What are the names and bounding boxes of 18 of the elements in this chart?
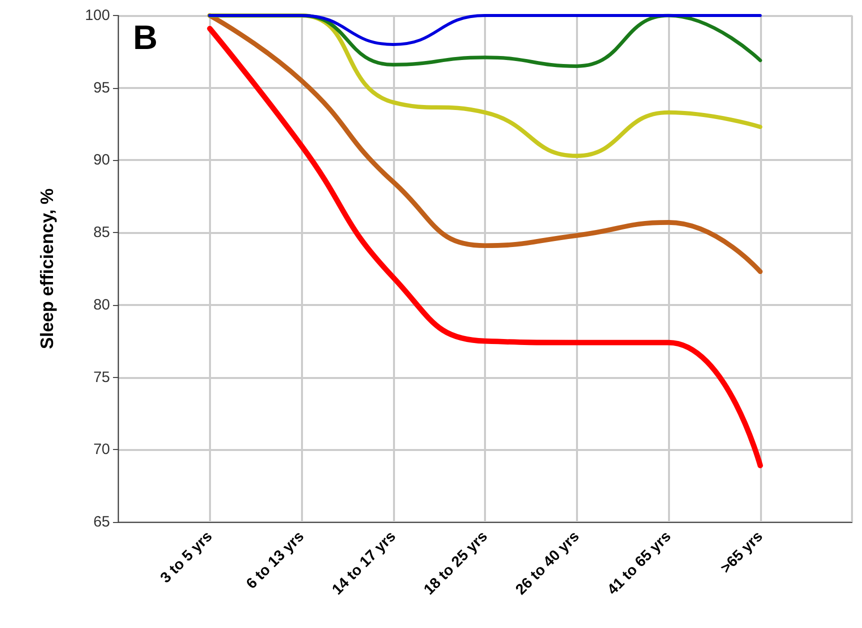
- y-tick-label: 95: [93, 79, 110, 96]
- y-tick-label: 65: [93, 514, 110, 530]
- y-tick-label: 70: [93, 441, 110, 458]
- x-tick-label: 26 to 40 yrs: [512, 528, 583, 598]
- y-tick-label: 100: [84, 7, 110, 24]
- x-tick-label: 6 to 13 yrs: [243, 528, 308, 592]
- x-tick-label: 14 to 17 yrs: [328, 528, 400, 598]
- y-tick-label: 80: [93, 296, 110, 314]
- y-tick-label: 85: [93, 224, 110, 242]
- x-tick-label: 41 to 65 yrs: [604, 528, 675, 598]
- y-axis-title: Sleep efficiency, %: [37, 188, 57, 350]
- x-tick-label: 3 to 5 yrs: [157, 528, 216, 587]
- y-tick-label: 90: [93, 152, 110, 169]
- x-tick-label: 18 to 25 yrs: [420, 528, 492, 598]
- x-tick-label: >65 yrs: [717, 528, 766, 577]
- line-series: [207, 13, 763, 274]
- y-tick-label: 75: [93, 368, 110, 386]
- chart-title: B: [133, 19, 158, 57]
